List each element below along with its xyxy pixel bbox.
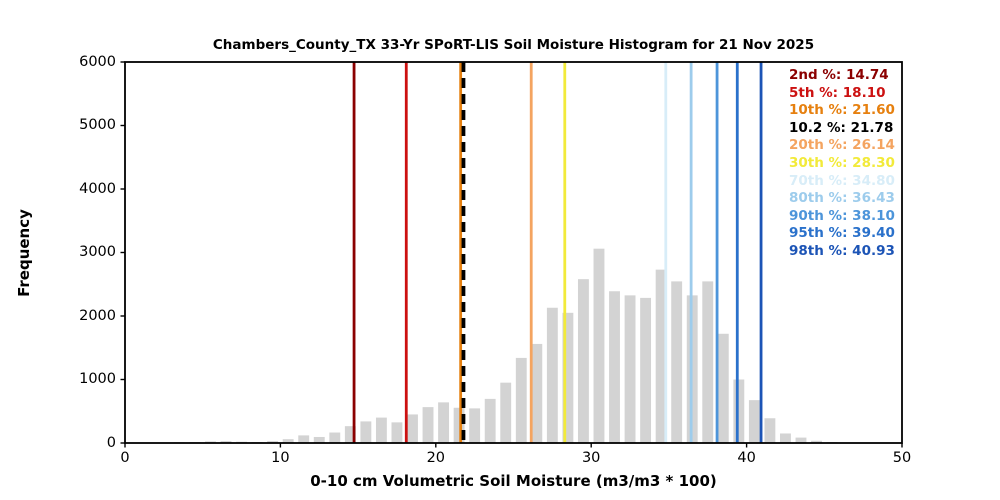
histogram-bar [640,297,652,443]
histogram-bar [329,432,341,443]
histogram-bar [733,379,745,443]
legend-entry-10th-: 10th %: 21.60 [789,102,895,119]
histogram-bar [469,408,481,443]
x-tick-label: 0 [120,450,130,466]
chart-title: Chambers_County_TX 33-Yr SPoRT-LIS Soil … [212,37,815,53]
histogram-bar [282,439,294,443]
x-tick-label: 20 [426,450,446,466]
histogram-bar [344,426,356,443]
y-axis-label: Frequency [15,209,33,297]
histogram-bar [375,417,387,443]
histogram-bar [407,414,418,443]
legend-entry-5th-: 5th %: 18.10 [789,84,886,101]
histogram-bar [438,402,450,443]
x-tick-label: 50 [892,450,912,466]
histogram-bar [717,333,729,443]
x-tick-label: 10 [271,450,290,466]
legend-entry-10.2-: 10.2 %: 21.78 [789,119,894,136]
legend-entry-20th-: 20th %: 26.14 [789,137,895,154]
histogram-bar [780,433,791,443]
histogram-bar [391,422,403,443]
histogram-bar [593,248,605,443]
histogram-bar [671,281,683,443]
x-axis-label: 0-10 cm Volumetric Soil Moisture (m3/m3 … [310,472,717,490]
histogram-bar [313,436,325,443]
histogram-bar [546,307,558,443]
histogram-bar [764,418,776,443]
histogram-bar [655,269,667,443]
y-tick-label: 6000 [79,53,116,70]
x-tick-label: 30 [581,450,601,466]
histogram-bar [220,441,232,443]
legend-entry-2nd-: 2nd %: 14.74 [789,67,889,83]
legend-entry-80th-: 80th %: 36.43 [789,190,895,207]
histogram-bar [795,437,807,443]
histogram-bar [609,291,620,443]
legend-entry-90th-: 90th %: 38.10 [789,207,895,224]
histogram-bar [702,281,714,443]
y-tick-label: 5000 [79,117,116,133]
y-tick-label: 2000 [79,307,116,324]
legend-entry-95th-: 95th %: 39.40 [789,225,895,242]
histogram-bar [624,295,636,443]
histogram-bar [298,435,310,443]
x-tick-label: 40 [737,450,756,466]
histogram-bar [500,382,512,443]
y-tick-label: 0 [106,434,116,451]
histogram-bar [267,441,279,443]
histogram-bar [562,312,574,443]
histogram-bar [531,343,543,443]
y-tick-label: 3000 [79,244,116,260]
histogram-bar [453,407,465,443]
legend-entry-70th-: 70th %: 34.80 [789,172,895,189]
legend-entry-98th-: 98th %: 40.93 [789,243,895,259]
legend-entry-30th-: 30th %: 28.30 [789,155,895,171]
y-tick-label: 4000 [79,180,116,197]
histogram-bar [360,421,372,443]
histogram-bar [422,407,434,443]
histogram-bar [484,398,496,443]
histogram-bar [811,440,822,443]
plot-frame [124,61,903,444]
histogram-bar [577,279,589,443]
y-tick-label: 1000 [79,371,116,387]
histogram-bar [515,357,527,443]
histogram-bar [748,400,760,443]
